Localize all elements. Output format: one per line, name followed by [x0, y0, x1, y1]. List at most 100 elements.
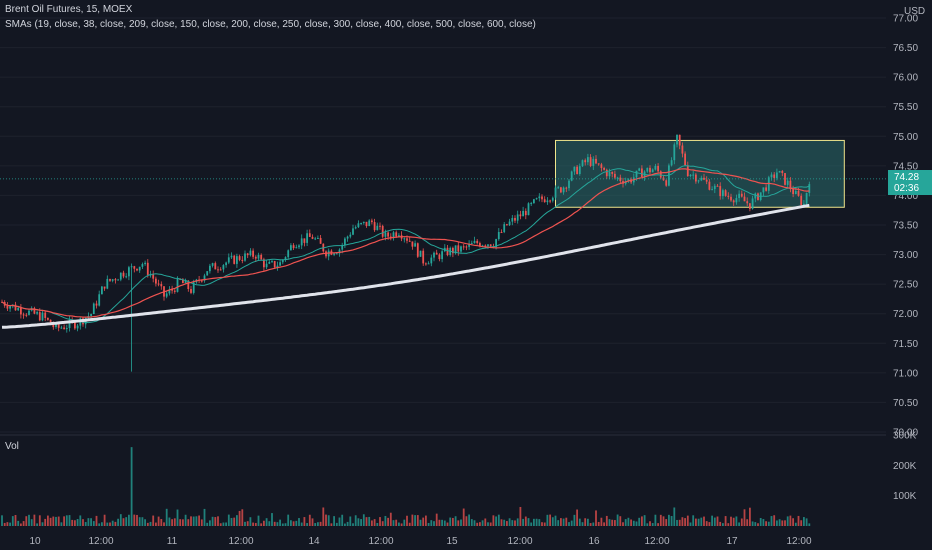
candle-body — [716, 185, 719, 187]
volume-bar — [292, 521, 295, 526]
candle-body — [581, 160, 584, 167]
volume-bar — [373, 519, 376, 526]
symbol-title[interactable]: Brent Oil Futures, 15, MOEX — [5, 4, 133, 15]
volume-bar — [192, 516, 195, 526]
volume-bar — [354, 515, 357, 526]
candle-body — [808, 184, 811, 194]
candle-body — [106, 278, 109, 289]
volume-bar — [128, 514, 130, 526]
volume-bar — [465, 516, 468, 526]
candle-body — [36, 312, 38, 314]
volume-bar — [200, 519, 203, 526]
time-axis[interactable]: 10 12:00 11 12:00 14 12:00 15 12:00 16 12:00 17 12:… — [29, 536, 812, 547]
volume-bar — [90, 518, 92, 526]
volume-bar — [589, 523, 592, 526]
price-tick-label: 71.00 — [893, 368, 918, 379]
volume-bar — [281, 523, 284, 526]
candles — [1, 134, 811, 372]
candle-body — [257, 254, 260, 259]
sma-legend[interactable]: SMAs (19, close, 38, close, 209, close, … — [5, 19, 536, 30]
volume-bar — [308, 514, 311, 526]
candle-body — [684, 153, 686, 166]
time-tick-label: 15 — [446, 536, 458, 547]
time-tick-label: 12:00 — [88, 536, 113, 547]
candle-body — [303, 238, 306, 243]
candle-body — [589, 157, 592, 166]
volume-bar — [244, 521, 246, 526]
candle-body — [462, 246, 465, 248]
volume-bar — [130, 447, 133, 526]
volume-bar — [263, 520, 265, 526]
candle-body — [68, 319, 71, 328]
volume-bar — [190, 516, 192, 526]
candle-body — [190, 289, 192, 293]
range-box[interactable] — [555, 139, 845, 208]
candle-body — [603, 167, 605, 170]
volume-bar — [25, 516, 28, 526]
candle-body — [65, 327, 68, 330]
volume-bar — [176, 509, 179, 526]
candle-body — [101, 286, 103, 295]
volume-bar — [597, 521, 600, 526]
volume-bar — [786, 516, 789, 526]
candle-body — [697, 180, 700, 182]
volume-bar — [595, 510, 597, 526]
candle-body — [230, 255, 233, 258]
volume-bar — [352, 523, 354, 526]
volume-bar — [730, 516, 732, 526]
candle-body — [578, 166, 581, 174]
candle-body — [214, 263, 217, 270]
volume-bar — [144, 519, 146, 526]
volume-tick-label: 300K — [893, 431, 917, 442]
volume-bar — [276, 522, 279, 526]
candle-body — [535, 198, 538, 200]
candle-body — [781, 171, 784, 174]
candle-body — [411, 241, 414, 247]
candle-body — [786, 180, 789, 185]
candle-body — [357, 223, 360, 228]
volume-bar — [535, 518, 538, 526]
candle-body — [587, 157, 589, 163]
candle-body — [398, 235, 400, 237]
volume-bar — [271, 513, 273, 526]
candle-body — [335, 253, 338, 255]
volume-bar — [109, 522, 111, 526]
candle-body — [114, 279, 117, 281]
volume-bar — [325, 514, 327, 526]
candle-body — [98, 294, 101, 306]
candle-body — [149, 274, 152, 276]
candle-body — [20, 307, 22, 315]
volume-bar — [303, 517, 306, 526]
volume-bar — [797, 515, 800, 526]
candle-body — [592, 158, 595, 166]
volume-bar — [651, 523, 654, 526]
candle-body — [238, 256, 241, 260]
volume-axis[interactable]: 300K 200K 100K — [893, 431, 917, 503]
volume-legend[interactable]: Vol — [5, 441, 19, 452]
volume-bar — [751, 521, 754, 526]
volume-bar — [411, 514, 414, 526]
volume-bar — [225, 522, 227, 526]
volume-bar — [689, 522, 692, 526]
volume-bar — [568, 522, 570, 526]
candle-body — [500, 232, 503, 234]
volume-bar — [692, 515, 695, 526]
volume-bar — [649, 521, 651, 526]
volume-bar — [527, 518, 530, 526]
candle-body — [692, 174, 695, 176]
volume-bar — [268, 521, 271, 526]
candle-body — [373, 222, 376, 231]
candle-body — [244, 253, 246, 261]
candle-body — [611, 171, 614, 174]
candle-body — [57, 323, 60, 328]
volume-bar — [184, 514, 187, 526]
volume-bar — [705, 521, 708, 526]
candle-body — [805, 193, 808, 204]
candle-body — [408, 240, 411, 242]
volume-bar — [627, 517, 630, 526]
time-tick-label: 16 — [588, 536, 600, 547]
volume-bar — [241, 509, 244, 526]
volume-bar — [565, 517, 568, 526]
